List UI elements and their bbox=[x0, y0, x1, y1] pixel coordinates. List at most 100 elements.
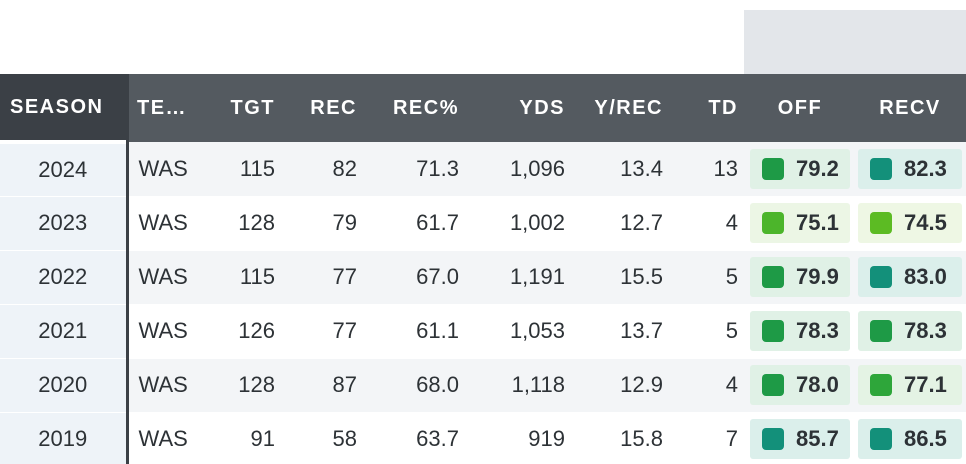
cell-team: WAS bbox=[127, 412, 201, 464]
recv-grade-value: 82.3 bbox=[904, 155, 947, 181]
grade-swatch-icon bbox=[762, 428, 784, 450]
cell-rec-pct: 61.1 bbox=[365, 304, 467, 359]
off-grade-value: 75.1 bbox=[796, 210, 839, 235]
cell-yds: 1,002 bbox=[467, 196, 573, 251]
cell-team: WAS bbox=[127, 196, 201, 251]
cell-rec-pct: 67.0 bbox=[365, 250, 467, 305]
grade-swatch-icon bbox=[870, 428, 892, 450]
cell-td: 5 bbox=[671, 250, 746, 305]
column-header-season[interactable]: SEASON bbox=[0, 74, 127, 144]
grade-swatch-icon bbox=[870, 374, 892, 396]
cell-off-grade: 85.7 bbox=[746, 412, 854, 464]
off-grade-badge: 78.3 bbox=[750, 311, 850, 351]
cell-off-grade: 78.3 bbox=[746, 304, 854, 359]
cell-td: 4 bbox=[671, 196, 746, 251]
cell-off-grade: 75.1 bbox=[746, 196, 854, 251]
table-row[interactable]: 2019 WAS 91 58 63.7 919 15.8 7 85.7 86.5 bbox=[0, 412, 966, 464]
column-header-recv[interactable]: RECV bbox=[854, 74, 966, 142]
cell-recv-grade: 82.3 bbox=[854, 142, 966, 197]
column-header-tgt[interactable]: TGT bbox=[201, 74, 283, 142]
cell-team: WAS bbox=[127, 250, 201, 305]
cell-recv-grade: 77.1 bbox=[854, 358, 966, 413]
table-body: 2024 WAS 115 82 71.3 1,096 13.4 13 79.2 82.3 2023 W… bbox=[0, 142, 966, 464]
recv-grade-value: 83.0 bbox=[904, 264, 947, 289]
cell-rec: 79 bbox=[283, 196, 365, 251]
recv-grade-value: 86.5 bbox=[904, 426, 947, 451]
grade-swatch-icon bbox=[762, 157, 784, 180]
cell-y-rec: 15.8 bbox=[573, 412, 671, 464]
cell-season: 2019 bbox=[0, 412, 129, 464]
off-grade-badge: 79.2 bbox=[750, 148, 850, 189]
column-header-yds[interactable]: YDS bbox=[467, 74, 573, 142]
cell-season: 2021 bbox=[0, 304, 129, 359]
grade-swatch-icon bbox=[870, 157, 892, 180]
cell-rec: 77 bbox=[283, 250, 365, 305]
column-header-team[interactable]: TE… bbox=[127, 74, 201, 142]
cell-y-rec: 12.9 bbox=[573, 358, 671, 413]
recv-grade-value: 77.1 bbox=[904, 372, 947, 397]
cell-td: 13 bbox=[671, 142, 746, 197]
column-header-rec-pct[interactable]: REC% bbox=[365, 74, 467, 142]
grade-swatch-icon bbox=[870, 320, 892, 342]
cell-y-rec: 13.7 bbox=[573, 304, 671, 359]
cell-season: 2024 bbox=[0, 142, 129, 197]
table-row[interactable]: 2020 WAS 128 87 68.0 1,118 12.9 4 78.0 77.1 bbox=[0, 358, 966, 413]
off-grade-badge: 79.9 bbox=[750, 257, 850, 297]
cell-off-grade: 79.2 bbox=[746, 142, 854, 197]
cell-td: 5 bbox=[671, 304, 746, 359]
cell-tgt: 128 bbox=[201, 358, 283, 413]
cell-rec: 58 bbox=[283, 412, 365, 464]
table-row[interactable]: 2021 WAS 126 77 61.1 1,053 13.7 5 78.3 78.3 bbox=[0, 304, 966, 359]
cell-rec: 77 bbox=[283, 304, 365, 359]
cell-recv-grade: 86.5 bbox=[854, 412, 966, 464]
recv-grade-badge: 83.0 bbox=[858, 257, 962, 297]
cell-recv-grade: 83.0 bbox=[854, 250, 966, 305]
cell-tgt: 128 bbox=[201, 196, 283, 251]
cell-yds: 1,191 bbox=[467, 250, 573, 305]
table-row[interactable]: 2024 WAS 115 82 71.3 1,096 13.4 13 79.2 82.3 bbox=[0, 142, 966, 197]
off-grade-value: 79.9 bbox=[796, 264, 839, 289]
cell-rec-pct: 63.7 bbox=[365, 412, 467, 464]
header-filler-panel bbox=[744, 10, 966, 74]
cell-rec: 82 bbox=[283, 142, 365, 197]
cell-td: 7 bbox=[671, 412, 746, 464]
off-grade-badge: 85.7 bbox=[750, 419, 850, 459]
off-grade-value: 78.0 bbox=[796, 372, 839, 397]
grade-swatch-icon bbox=[762, 266, 784, 288]
cell-off-grade: 79.9 bbox=[746, 250, 854, 305]
cell-tgt: 115 bbox=[201, 142, 283, 197]
off-grade-badge: 75.1 bbox=[750, 203, 850, 243]
cell-yds: 1,096 bbox=[467, 142, 573, 197]
recv-grade-value: 74.5 bbox=[904, 210, 947, 235]
column-header-td[interactable]: TD bbox=[671, 74, 746, 142]
grade-swatch-icon bbox=[762, 374, 784, 396]
table-row[interactable]: 2023 WAS 128 79 61.7 1,002 12.7 4 75.1 74.5 bbox=[0, 196, 966, 251]
cell-season: 2023 bbox=[0, 196, 129, 251]
cell-off-grade: 78.0 bbox=[746, 358, 854, 413]
column-header-y-rec[interactable]: Y/REC bbox=[573, 74, 671, 142]
recv-grade-value: 78.3 bbox=[904, 318, 947, 343]
grade-swatch-icon bbox=[870, 266, 892, 288]
cell-team: WAS bbox=[127, 142, 201, 197]
table-header-row: SEASON TE… TGT REC REC% YDS Y/REC TD OFF… bbox=[0, 74, 966, 144]
table-row[interactable]: 2022 WAS 115 77 67.0 1,191 15.5 5 79.9 83.0 bbox=[0, 250, 966, 305]
frozen-column-divider bbox=[126, 74, 129, 464]
cell-tgt: 126 bbox=[201, 304, 283, 359]
cell-y-rec: 15.5 bbox=[573, 250, 671, 305]
cell-rec-pct: 71.3 bbox=[365, 142, 467, 197]
column-header-off[interactable]: OFF bbox=[746, 74, 854, 142]
cell-tgt: 115 bbox=[201, 250, 283, 305]
cell-team: WAS bbox=[127, 358, 201, 413]
grade-swatch-icon bbox=[762, 212, 784, 234]
cell-td: 4 bbox=[671, 358, 746, 413]
recv-grade-badge: 74.5 bbox=[858, 203, 962, 243]
off-grade-value: 78.3 bbox=[796, 318, 839, 343]
cell-recv-grade: 74.5 bbox=[854, 196, 966, 251]
cell-tgt: 91 bbox=[201, 412, 283, 464]
column-header-rec[interactable]: REC bbox=[283, 74, 365, 142]
grade-swatch-icon bbox=[762, 320, 784, 342]
cell-y-rec: 12.7 bbox=[573, 196, 671, 251]
off-grade-value: 85.7 bbox=[796, 426, 839, 451]
cell-season: 2022 bbox=[0, 250, 129, 305]
